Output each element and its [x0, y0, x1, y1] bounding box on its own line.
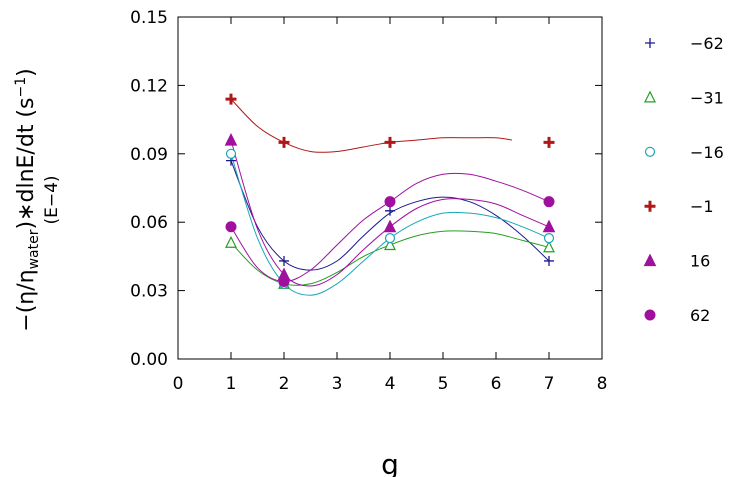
data-point — [544, 255, 554, 266]
data-point — [225, 93, 237, 105]
data-point — [225, 235, 237, 248]
y-tick-label: 0.00 — [130, 350, 168, 370]
x-tick-label: 5 — [438, 374, 449, 394]
legend-marker — [644, 90, 656, 103]
y-axis-label-close: ) — [14, 68, 39, 77]
legend-label: −62 — [690, 34, 724, 53]
data-point — [224, 133, 238, 146]
data-point — [384, 238, 396, 251]
y-tick-label: 0.15 — [130, 8, 168, 28]
y-tick-label: 0.06 — [130, 213, 168, 233]
data-point — [279, 255, 289, 266]
x-tick-label: 6 — [491, 374, 502, 394]
data-point — [384, 136, 396, 148]
data-point — [543, 240, 555, 253]
data-point — [225, 221, 237, 233]
legend-marker — [644, 200, 656, 212]
x-axis-label: g — [381, 448, 399, 477]
svg-text:(E−4): (E−4) — [42, 175, 62, 224]
legend-label: −31 — [690, 88, 724, 107]
legend-marker — [643, 253, 657, 267]
y-axis-label-sub: water — [26, 229, 42, 269]
legend-label: −1 — [690, 197, 714, 216]
legend-marker — [644, 146, 656, 157]
y-tick-label: 0.03 — [130, 282, 168, 302]
data-point — [278, 275, 290, 287]
data-point — [542, 219, 556, 233]
y-axis-label-sup: −1 — [13, 77, 29, 98]
data-point — [384, 196, 396, 208]
legend-label: 16 — [690, 252, 710, 271]
data-point — [385, 205, 395, 216]
x-tick-label: 7 — [544, 374, 555, 394]
data-point — [384, 233, 396, 244]
legend: −62 −31 −16 −1 16 62 — [643, 34, 724, 325]
x-tick-label: 4 — [385, 374, 396, 394]
y-axis-multiplier: (E−4) — [42, 175, 62, 224]
axes: 0 1 2 3 4 5 6 7 8 0.00 0.03 0.06 0.09 0.12 0.15 — [130, 8, 607, 394]
data-point — [278, 136, 290, 148]
data-point — [383, 219, 397, 233]
series-line — [230, 98, 512, 153]
data-point — [543, 233, 555, 244]
legend-marker — [644, 309, 656, 321]
legend-marker — [645, 38, 655, 48]
y-tick-label: 0.09 — [130, 145, 168, 165]
data-point — [543, 196, 555, 208]
legend-label: −16 — [690, 143, 724, 162]
y-tick-label: 0.12 — [130, 76, 168, 96]
svg-text:−(η/ηwater)∗dlnE/dt (s−1): −(η/ηwater)∗dlnE/dt (s−1) — [13, 68, 42, 331]
data-points — [224, 93, 556, 289]
x-tick-label: 1 — [226, 374, 237, 394]
legend-label: 62 — [690, 306, 710, 325]
data-point — [543, 136, 555, 148]
y-axis-label-main: −(η/η — [14, 269, 39, 331]
data-point — [225, 148, 237, 159]
x-tick-label: 2 — [279, 374, 290, 394]
y-axis-label: −(η/ηwater)∗dlnE/dt (s−1) — [13, 68, 42, 331]
x-tick-label: 8 — [597, 374, 608, 394]
x-tick-label: 0 — [173, 374, 184, 394]
y-axis-label-rest: )∗dlnE/dt (s — [14, 98, 39, 230]
x-tick-label: 3 — [332, 374, 343, 394]
